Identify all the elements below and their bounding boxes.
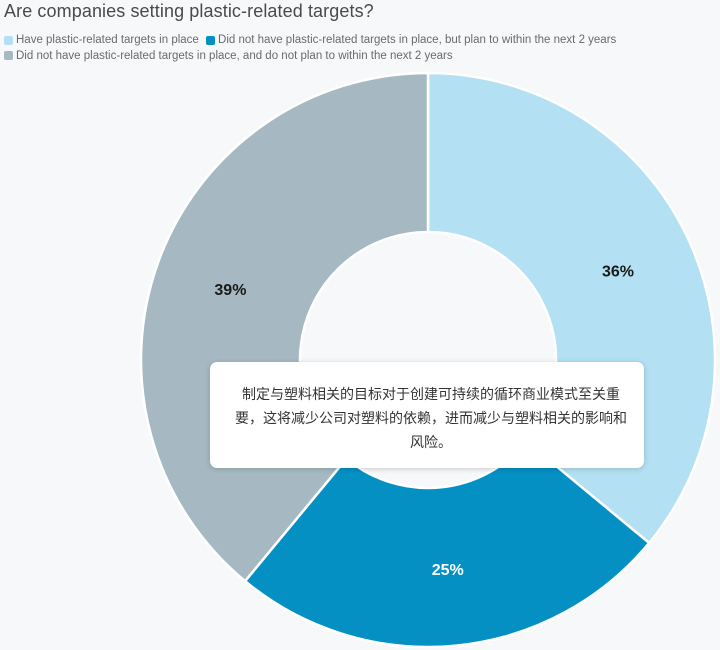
data-label: 39% <box>214 282 246 299</box>
legend-label: Did not have plastic-related targets in … <box>16 49 453 62</box>
data-label: 36% <box>602 264 634 281</box>
slice-targets-in-place[interactable] <box>426 71 717 545</box>
legend-item-targets-in-place[interactable]: Have plastic-related targets in place <box>4 33 199 47</box>
legend-label: Did not have plastic-related targets in … <box>218 34 617 46</box>
data-label: 25% <box>432 562 464 579</box>
chart-title: Are companies setting plastic-related ta… <box>4 1 374 21</box>
tooltip: 制定与塑料相关的目标对于创建可持续的循环商业模式至关重要，这将减少公司对塑料的依… <box>210 362 644 468</box>
legend-item-plan-within-2-years[interactable]: Did not have plastic-related targets in … <box>206 33 616 47</box>
legend-item-no-plan[interactable]: Did not have plastic-related targets in … <box>4 49 453 63</box>
chart-legend: Have plastic-related targets in place Di… <box>4 33 716 64</box>
tooltip-text: 制定与塑料相关的目标对于创建可持续的循环商业模式至关重要，这将减少公司对塑料的依… <box>235 387 627 451</box>
legend-label: Have plastic-related targets in place <box>16 34 199 46</box>
legend-swatch <box>4 35 13 45</box>
legend-swatch <box>206 35 216 45</box>
slice-plan-within-2-years[interactable] <box>243 439 651 649</box>
legend-swatch <box>4 51 13 60</box>
